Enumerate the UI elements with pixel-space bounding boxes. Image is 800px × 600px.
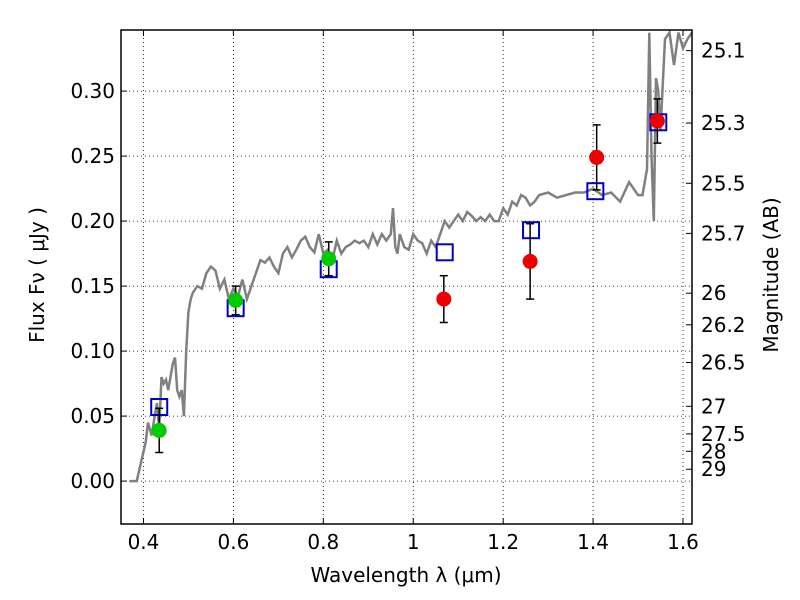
model-square bbox=[522, 221, 541, 240]
data-point bbox=[436, 291, 452, 307]
data-point bbox=[321, 251, 337, 267]
data-point bbox=[522, 253, 538, 269]
x-tick-label: 1.2 bbox=[487, 530, 519, 554]
right-tick-label: 29 bbox=[701, 457, 726, 481]
data-point bbox=[649, 113, 665, 129]
grid-lines bbox=[121, 30, 692, 524]
y-tick-label: 0.20 bbox=[70, 209, 115, 233]
photometry-points bbox=[150, 98, 668, 454]
sed-line bbox=[130, 30, 692, 483]
x-tick-label: 0.8 bbox=[307, 530, 339, 554]
right-tick-label: 25.3 bbox=[701, 111, 746, 135]
right-tick-label: 26.5 bbox=[701, 351, 746, 375]
y-axis-label-right: Magnitude (AB) bbox=[759, 197, 783, 352]
y-tick-label: 0.10 bbox=[70, 339, 115, 363]
y-tick-label: 0.05 bbox=[70, 404, 115, 428]
x-tick-label: 0.4 bbox=[128, 530, 160, 554]
plot-frame bbox=[120, 29, 693, 525]
y-axis-label-left: Flux Fν ( μJy ) bbox=[25, 207, 49, 343]
x-tick-label: 1 bbox=[407, 530, 420, 554]
x-tick-label: 1.6 bbox=[667, 530, 699, 554]
right-tick-label: 25.7 bbox=[701, 221, 746, 245]
model-square bbox=[435, 243, 454, 262]
right-tick-label: 27.5 bbox=[701, 422, 746, 446]
data-point bbox=[589, 149, 605, 165]
right-tick-label: 25.5 bbox=[701, 171, 746, 195]
y-tick-label: 0.25 bbox=[70, 144, 115, 168]
x-tick-label: 1.4 bbox=[577, 530, 609, 554]
sed-model-curve bbox=[130, 30, 692, 483]
y-tick-label: 0.30 bbox=[70, 79, 115, 103]
right-tick-label: 26.2 bbox=[701, 313, 746, 337]
data-point bbox=[228, 292, 244, 308]
right-tick-label: 28 bbox=[701, 439, 726, 463]
right-tick-label: 27 bbox=[701, 394, 726, 418]
y-tick-label: 0.00 bbox=[70, 469, 115, 493]
right-tick-label: 26 bbox=[701, 281, 726, 305]
y-tick-label: 0.15 bbox=[70, 274, 115, 298]
x-axis-label: Wavelength λ (μm) bbox=[310, 563, 501, 587]
axis-ticks: 0.4 0.6 0.8 1 1.2 1.4 1.6 0.00 0.05 0.10 0.15 0.20 0… bbox=[70, 30, 746, 554]
data-point bbox=[151, 422, 167, 438]
x-tick-label: 0.6 bbox=[217, 530, 249, 554]
model-square bbox=[586, 182, 605, 201]
right-tick-label: 25.1 bbox=[701, 39, 746, 63]
